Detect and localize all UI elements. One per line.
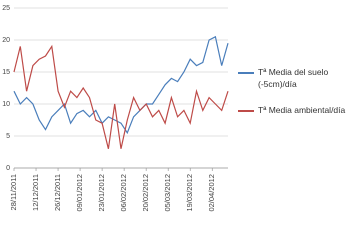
legend-label: Tª Media del suelo (-5cm)/día	[258, 67, 329, 89]
x-tick-label: 02/04/2012	[207, 174, 216, 212]
x-tick-label: 20/02/2012	[141, 174, 150, 212]
legend-label: Tª Media ambiental/día	[258, 105, 346, 115]
legend-swatch	[238, 72, 254, 74]
plot: 0 5 10 15 20 25 28/11/2011 12/12/2011 26/12/2011…	[2, 5, 229, 212]
legend-entry: Tª Media ambiental/día	[238, 104, 350, 116]
chart: 0 5 10 15 20 25 28/11/2011 12/12/2011 26/12/2011…	[2, 5, 350, 212]
y-tick-label: 20	[2, 37, 10, 44]
y-tick-label: 15	[2, 69, 10, 76]
legend-swatch	[238, 110, 254, 112]
x-tick-label: 06/02/2012	[119, 174, 128, 212]
x-tick-label: 28/11/2011	[9, 174, 18, 210]
x-tick-label: 19/03/2012	[185, 174, 194, 212]
x-tick-label: 12/12/2011	[31, 174, 40, 211]
series-line	[13, 35, 229, 135]
x-tick-label: 09/01/2012	[75, 174, 84, 212]
y-tick-label: 25	[2, 5, 10, 12]
y-tick-label: 0	[6, 165, 10, 172]
y-tick-label: 5	[6, 133, 10, 140]
x-tick-label: 26/12/2011	[53, 174, 62, 211]
x-tick-label: 05/03/2012	[163, 174, 172, 212]
y-tick-label: 10	[2, 101, 10, 108]
x-tick-label: 23/01/2012	[97, 174, 106, 212]
series-line	[13, 44, 229, 149]
legend-entry: Tª Media del suelo (-5cm)/día	[238, 66, 350, 90]
